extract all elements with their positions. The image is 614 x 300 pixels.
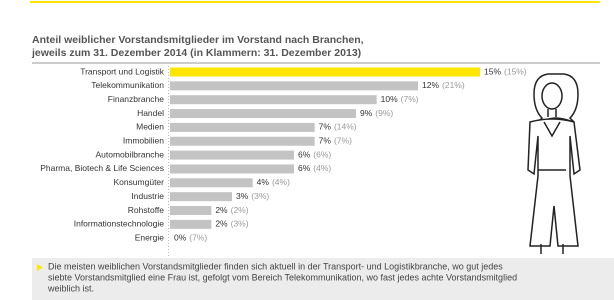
bar: [170, 178, 253, 188]
previous-value-label: (7%): [334, 136, 352, 146]
value-label: 7%: [319, 122, 332, 132]
category-label: Energie: [135, 232, 165, 242]
previous-value-label: (3%): [231, 219, 249, 229]
bar: [170, 219, 212, 229]
note-text: Die meisten weiblichen Vorstandsmitglied…: [48, 261, 503, 271]
previous-value-label: (9%): [375, 108, 393, 118]
previous-value-label: (7%): [401, 94, 419, 104]
value-label: 6%: [298, 163, 311, 173]
category-label: Pharma, Biotech & Life Sciences: [40, 163, 164, 173]
bar: [170, 109, 356, 119]
note-text: siebte Vorstandsmitglied eine Frau ist, …: [48, 272, 517, 282]
bar: [170, 67, 480, 77]
category-label: Rohstoffe: [128, 205, 165, 215]
previous-value-label: (6%): [313, 149, 331, 159]
category-label: Konsumgüter: [113, 177, 164, 187]
previous-value-label: (15%): [504, 66, 527, 76]
category-label: Immobilien: [123, 136, 164, 146]
category-label: Informationstechnologie: [74, 219, 165, 229]
value-label: 6%: [298, 149, 311, 159]
chart-title: Anteil weiblicher Vorstandsmitglieder im…: [32, 34, 364, 46]
bar: [170, 206, 212, 215]
value-label: 2%: [215, 205, 228, 215]
category-label: Industrie: [131, 191, 164, 201]
previous-value-label: (4%): [313, 163, 331, 173]
value-label: 0%: [174, 232, 187, 242]
bar: [170, 81, 418, 91]
previous-value-label: (2%): [231, 205, 249, 215]
category-label: Medien: [136, 122, 164, 132]
category-label: Handel: [137, 108, 164, 118]
previous-value-label: (7%): [189, 232, 207, 242]
value-label: 2%: [215, 219, 228, 229]
bar: [170, 192, 232, 202]
previous-value-label: (14%): [334, 122, 357, 132]
value-label: 9%: [360, 108, 373, 118]
previous-value-label: (4%): [272, 177, 290, 187]
note-text: weiblich ist.: [47, 283, 94, 293]
value-label: 3%: [236, 191, 249, 201]
value-label: 12%: [422, 80, 439, 90]
value-label: 4%: [257, 177, 270, 187]
previous-value-label: (21%): [442, 80, 465, 90]
note-bullet: [37, 264, 43, 271]
previous-value-label: (3%): [251, 191, 269, 201]
value-label: 15%: [484, 66, 501, 76]
woman-icon: [527, 73, 581, 254]
category-label: Finanzbranche: [108, 94, 165, 104]
chart-subtitle: jeweils zum 31. Dezember 2014 (in Klamme…: [31, 47, 361, 59]
bar: [170, 95, 377, 105]
bar: [170, 136, 315, 146]
category-label: Telekommunikation: [91, 80, 164, 90]
value-label: 10%: [381, 94, 398, 104]
bar: [170, 150, 294, 160]
note-box: [32, 258, 614, 300]
category-label: Transport und Logistik: [80, 66, 165, 76]
bar: [170, 164, 294, 174]
value-label: 7%: [319, 136, 332, 146]
category-label: Automobilbranche: [95, 149, 164, 159]
bar: [170, 122, 315, 132]
